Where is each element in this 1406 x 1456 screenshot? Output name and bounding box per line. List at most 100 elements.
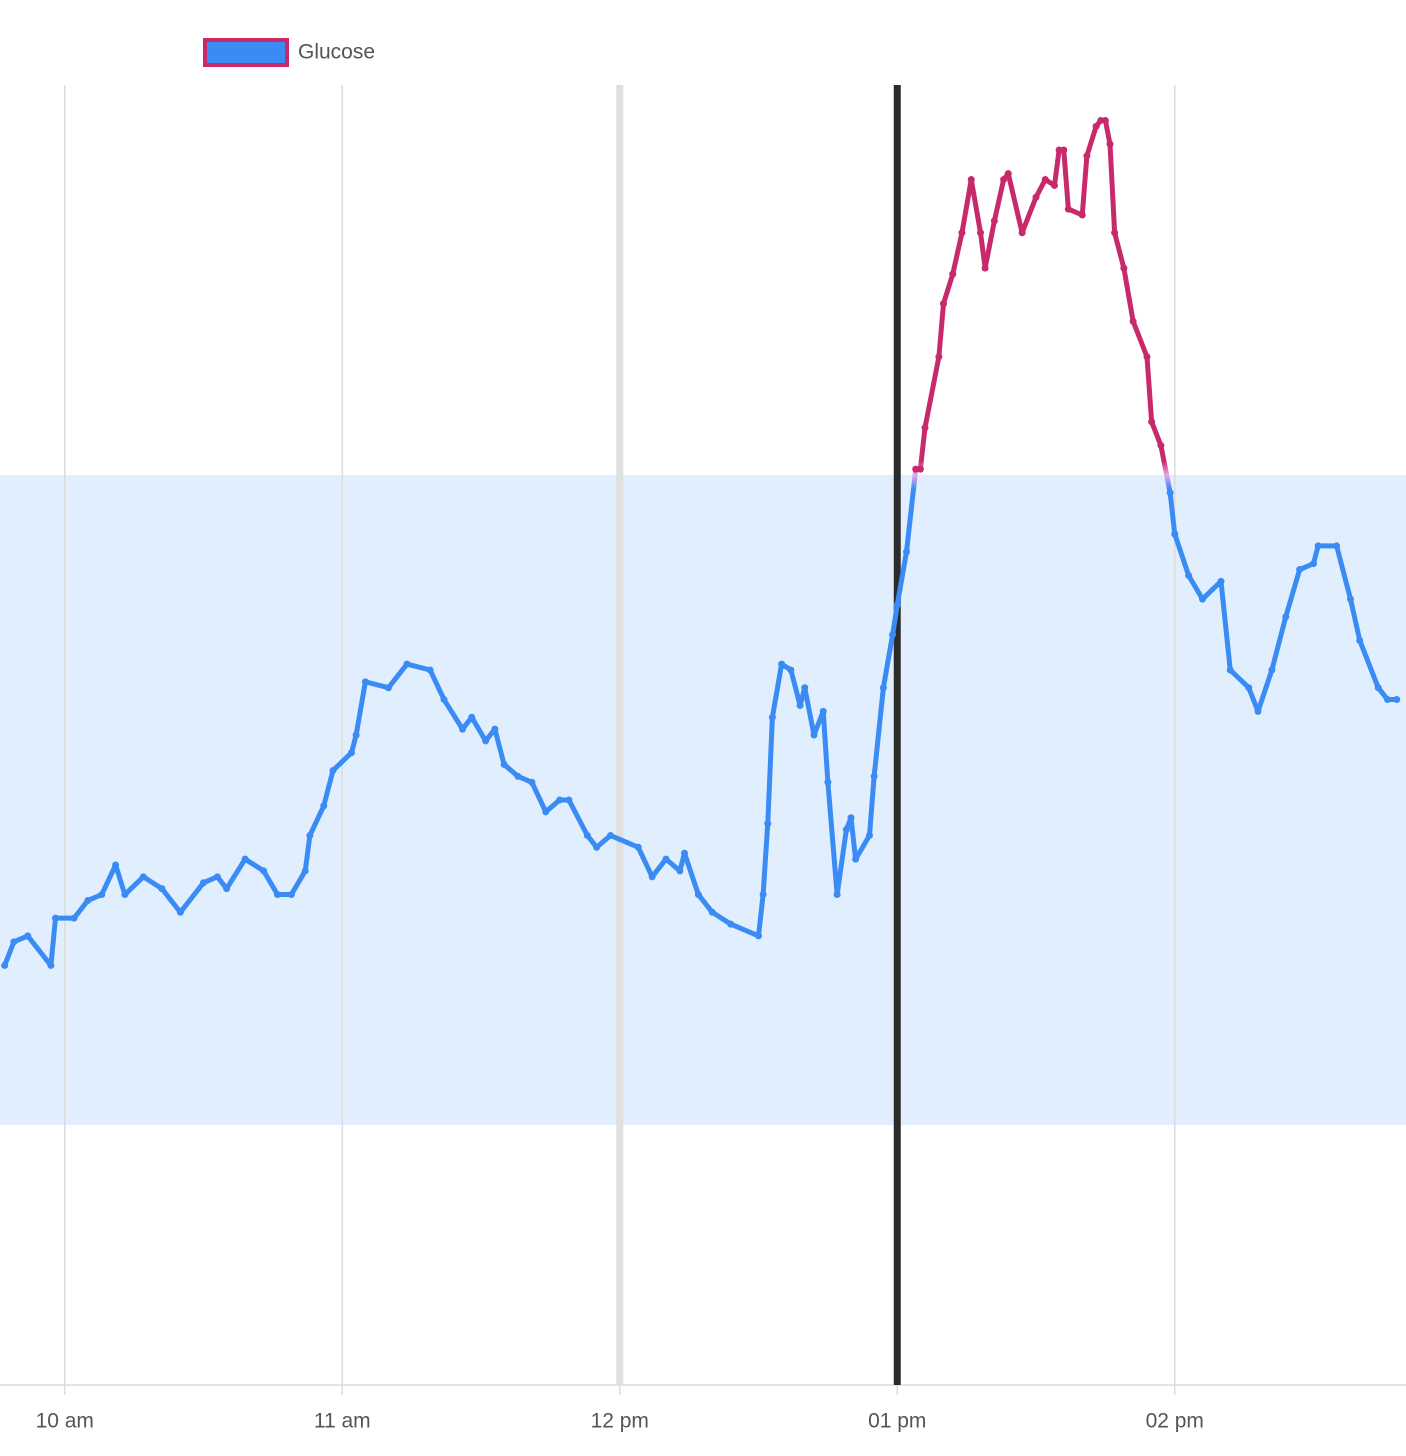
- glucose-point: [1041, 176, 1049, 184]
- x-tick-label: 11 am: [314, 1410, 371, 1433]
- glucose-point: [1333, 542, 1341, 550]
- glucose-point: [949, 270, 957, 278]
- glucose-point: [648, 873, 656, 881]
- glucose-point: [352, 731, 360, 739]
- glucose-point: [274, 891, 281, 899]
- glucose-point: [759, 891, 767, 899]
- glucose-point: [260, 867, 268, 875]
- glucose-point: [1000, 176, 1008, 184]
- glucose-point: [1106, 140, 1114, 148]
- glucose-point: [426, 666, 434, 674]
- glucose-point: [893, 601, 901, 609]
- glucose-point: [1060, 146, 1068, 154]
- glucose-point: [241, 855, 249, 863]
- glucose-point: [870, 772, 878, 780]
- glucose-point: [1226, 666, 1234, 674]
- glucose-point: [990, 217, 998, 225]
- glucose-point: [1199, 595, 1206, 603]
- glucose-point: [981, 264, 989, 272]
- glucose-point: [320, 802, 328, 810]
- glucose-point: [306, 831, 314, 839]
- glucose-point: [879, 684, 887, 692]
- glucose-point: [459, 725, 466, 733]
- glucose-point: [727, 920, 735, 928]
- glucose-point: [977, 229, 984, 237]
- glucose-point: [1185, 571, 1193, 579]
- glucose-point: [468, 713, 476, 721]
- glucose-point: [889, 631, 897, 639]
- glucose-point: [440, 696, 448, 704]
- glucose-point: [634, 843, 642, 851]
- glucose-point: [329, 766, 337, 774]
- glucose-point: [1310, 560, 1317, 568]
- glucose-point: [583, 831, 591, 839]
- glucose-point: [1217, 577, 1225, 585]
- glucose-point: [1032, 193, 1040, 201]
- glucose-point: [1143, 353, 1151, 361]
- glucose-point: [70, 914, 78, 922]
- glucose-point: [84, 896, 92, 904]
- glucose-point: [1078, 211, 1086, 219]
- glucose-point: [1129, 317, 1137, 325]
- glucose-point: [482, 737, 490, 745]
- glucose-point: [662, 855, 670, 863]
- glucose-point: [842, 826, 850, 834]
- glucose-point: [223, 885, 231, 893]
- glucose-point: [112, 861, 120, 869]
- glucose-point: [681, 849, 688, 857]
- glucose-point: [755, 932, 762, 940]
- glucose-point: [1374, 684, 1382, 692]
- glucose-point: [708, 908, 716, 916]
- glucose-point: [1018, 229, 1026, 237]
- glucose-point: [500, 761, 508, 769]
- glucose-point: [47, 961, 55, 969]
- glucose-point: [593, 843, 601, 851]
- glucose-point: [1268, 666, 1276, 674]
- glucose-point: [491, 725, 499, 733]
- glucose-point: [921, 424, 929, 432]
- glucose-point: [52, 914, 59, 922]
- glucose-point: [676, 867, 684, 875]
- glucose-point: [607, 831, 614, 839]
- glucose-point: [852, 855, 860, 863]
- glucose-point: [778, 660, 786, 668]
- glucose-point: [361, 678, 369, 686]
- glucose-point: [1004, 170, 1012, 178]
- glucose-point: [810, 731, 818, 739]
- glucose-point: [1157, 441, 1165, 449]
- x-tick-label: 01 pm: [868, 1410, 926, 1433]
- glucose-point: [1296, 566, 1304, 574]
- glucose-point: [833, 891, 841, 899]
- x-tick-label: 02 pm: [1146, 1410, 1204, 1433]
- glucose-point: [10, 938, 18, 946]
- glucose-point: [176, 908, 184, 916]
- glucose-point: [139, 873, 147, 881]
- glucose-point: [1347, 595, 1354, 603]
- glucose-point: [1120, 264, 1128, 272]
- glucose-point: [1356, 636, 1364, 644]
- glucose-point: [542, 808, 550, 816]
- glucose-point: [301, 867, 309, 875]
- glucose-point: [1393, 696, 1401, 704]
- glucose-point: [903, 548, 910, 556]
- glucose-point: [819, 707, 827, 715]
- glucose-point: [847, 814, 855, 822]
- glucose-point: [1111, 229, 1119, 237]
- glucose-point: [121, 891, 129, 899]
- glucose-point: [348, 749, 355, 757]
- glucose-point: [1083, 152, 1091, 160]
- glucose-point: [287, 891, 295, 899]
- glucose-point: [801, 684, 809, 692]
- glucose-point: [787, 666, 795, 674]
- glucose-point: [935, 353, 943, 361]
- glucose-point: [385, 684, 392, 692]
- glucose-point: [403, 660, 411, 668]
- glucose-point: [556, 796, 564, 804]
- glucose-point: [528, 778, 536, 786]
- glucose-line: [2, 117, 1400, 968]
- glucose-point: [24, 932, 32, 940]
- glucose-point: [200, 879, 207, 887]
- glucose-point: [1245, 684, 1253, 692]
